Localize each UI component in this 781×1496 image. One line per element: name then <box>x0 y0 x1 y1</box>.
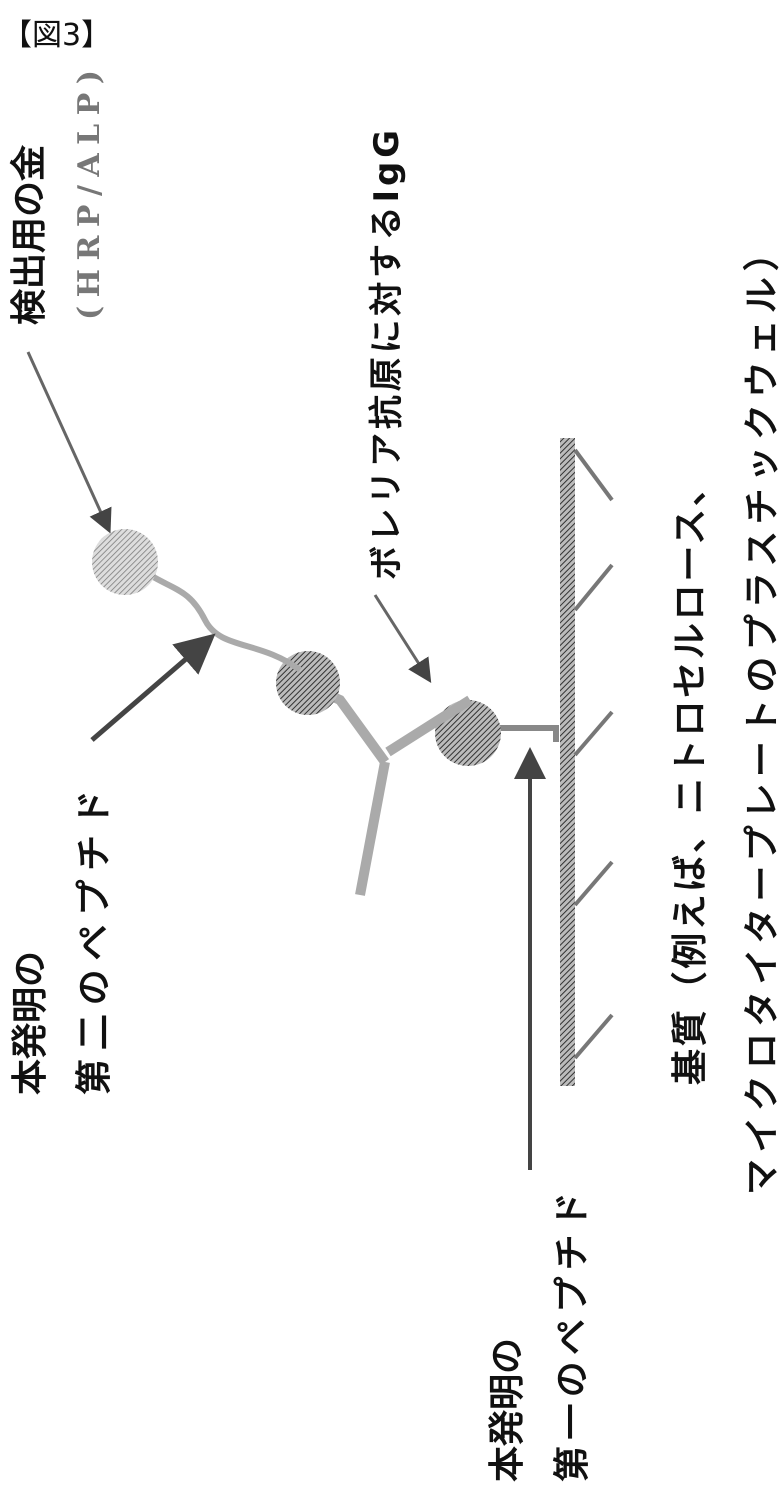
figure-label: 【図3】 <box>2 18 111 53</box>
label-igg: ボレリア抗原に対するIgG <box>367 130 407 580</box>
diagram-canvas: 【図3】 検出用の金 (HRP/ALP) ボレリア抗原に対するIgG 本発明の … <box>0 0 781 1496</box>
figure-3-diagram: 【図3】 検出用の金 (HRP/ALP) ボレリア抗原に対するIgG 本発明の … <box>0 0 781 1496</box>
first-peptide-linker <box>495 728 556 742</box>
detection-gold-bead <box>92 529 158 595</box>
arrow-second-peptide <box>92 640 208 740</box>
label-detection-gold: 検出用の金 <box>8 144 50 325</box>
well-line <box>575 862 612 905</box>
label-second-peptide-2: 第二のペプチド <box>74 790 115 1095</box>
label-hrp-alp: (HRP/ALP) <box>72 70 107 320</box>
label-first-peptide-2: 第一のペプチド <box>552 1192 593 1482</box>
label-first-peptide-1: 本発明の <box>487 1338 528 1482</box>
arrow-detection-gold <box>28 352 108 528</box>
label-substrate-1: 基質（例えば、ニトロセルロース、 <box>670 470 711 1085</box>
well-line <box>575 712 612 755</box>
substrate-wells <box>575 450 612 1058</box>
well-line <box>575 450 612 500</box>
well-line <box>575 565 612 610</box>
substrate-bar <box>560 438 575 1086</box>
first-peptide-bead <box>435 700 501 766</box>
well-line <box>575 1015 612 1058</box>
label-substrate-2: マイクロタイタープレートのプラスチックウェル） <box>742 235 781 1195</box>
second-peptide-chain <box>150 575 300 670</box>
label-second-peptide-1: 本発明の <box>10 951 51 1095</box>
arrow-igg <box>375 595 428 678</box>
